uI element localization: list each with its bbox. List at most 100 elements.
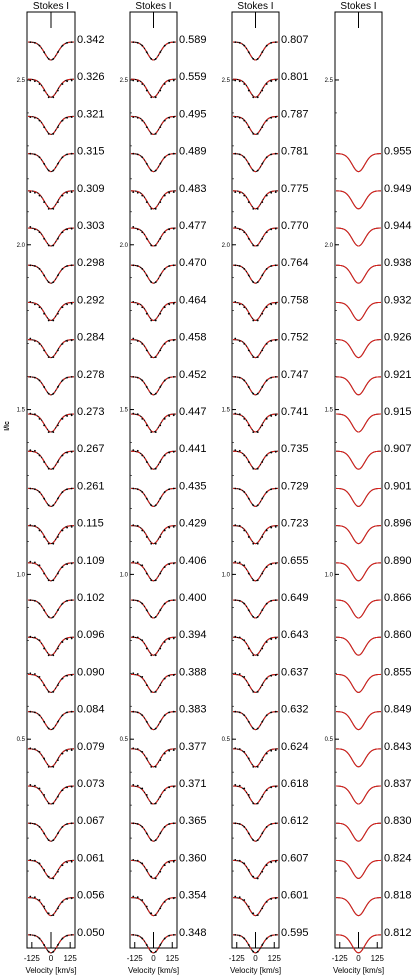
observed-point — [47, 542, 50, 545]
observed-point — [150, 356, 153, 358]
phase-label: 0.949 — [384, 183, 412, 195]
profile-row: 0.729 — [232, 480, 309, 507]
model-profile — [335, 785, 382, 805]
phase-label: 0.770 — [281, 220, 309, 232]
profile-row: 0.096 — [27, 629, 105, 657]
observed-point — [261, 201, 264, 204]
observed-point — [29, 116, 32, 118]
observed-profile — [335, 264, 382, 284]
observed-point — [52, 281, 55, 283]
observed-profile — [130, 264, 177, 284]
observed-profile — [335, 673, 382, 693]
observed-point — [274, 414, 277, 417]
observed-profile — [130, 41, 177, 61]
observed-point — [136, 80, 139, 83]
observed-point — [252, 57, 255, 60]
observed-point — [261, 759, 264, 762]
observed-point — [234, 895, 237, 898]
observed-point — [61, 937, 64, 940]
observed-point — [247, 869, 250, 871]
observed-point — [38, 417, 41, 420]
observed-profile — [232, 153, 279, 173]
observed-point — [261, 907, 264, 910]
observed-point — [168, 823, 171, 825]
observed-point — [172, 637, 175, 640]
observed-point — [265, 379, 268, 382]
observed-point — [52, 57, 55, 60]
observed-point — [252, 132, 255, 135]
model-profile — [130, 339, 177, 359]
observed-point — [52, 542, 55, 545]
observed-point — [238, 711, 241, 714]
observed-point — [145, 944, 148, 946]
model-profile — [232, 748, 279, 768]
observed-point — [243, 937, 246, 940]
observed-point — [261, 51, 264, 54]
observed-point — [234, 301, 237, 303]
observed-point — [66, 228, 68, 231]
observed-point — [243, 454, 246, 457]
observed-point — [66, 563, 68, 566]
observed-point — [238, 748, 241, 750]
phase-label: 0.944 — [384, 220, 412, 232]
phase-label: 0.441 — [179, 443, 207, 455]
observed-point — [154, 96, 157, 99]
observed-point — [150, 579, 153, 582]
observed-point — [243, 564, 246, 567]
observed-point — [247, 647, 250, 650]
observed-point — [159, 832, 162, 835]
observed-point — [141, 306, 144, 309]
observed-point — [136, 303, 139, 306]
observed-point — [172, 710, 175, 713]
profile-row: 0.915 — [335, 406, 412, 433]
model-profile — [232, 599, 279, 619]
observed-point — [38, 156, 41, 159]
y-tick-label: 2.5 — [120, 78, 129, 84]
observed-point — [34, 488, 36, 491]
phase-label: 0.435 — [179, 480, 207, 492]
model-profile — [27, 711, 75, 731]
observed-point — [252, 690, 255, 693]
observed-point — [247, 832, 250, 835]
observed-point — [66, 711, 68, 714]
observed-point — [34, 934, 36, 937]
observed-point — [43, 274, 45, 277]
observed-point — [234, 487, 237, 490]
observed-point — [265, 714, 268, 717]
profile-row: 0.944 — [335, 220, 412, 247]
observed-point — [136, 376, 139, 379]
profile-row: 0.394 — [130, 629, 207, 657]
profile-row: 0.489 — [130, 146, 207, 173]
observed-point — [154, 654, 157, 657]
phase-label: 0.921 — [384, 369, 412, 381]
observed-point — [274, 637, 277, 640]
observed-point — [238, 80, 241, 83]
observed-point — [247, 201, 250, 204]
observed-point — [141, 529, 144, 532]
y-tick-label: 1.5 — [120, 408, 129, 414]
observed-point — [29, 79, 32, 82]
observed-point — [29, 672, 32, 675]
observed-point — [265, 641, 268, 643]
observed-point — [256, 96, 259, 99]
observed-point — [70, 302, 73, 305]
phase-label: 0.849 — [384, 704, 412, 716]
observed-point — [234, 747, 237, 750]
model-profile — [130, 78, 177, 98]
panel-title: Stokes I — [135, 1, 171, 12]
observed-profile — [130, 115, 177, 135]
observed-profile — [335, 897, 382, 917]
observed-point — [34, 859, 36, 862]
observed-point — [274, 451, 277, 453]
model-profile — [335, 822, 382, 842]
profile-row: 0.470 — [130, 257, 207, 284]
model-profile — [232, 636, 279, 656]
observed-point — [238, 153, 241, 156]
observed-point — [47, 839, 50, 841]
observed-point — [256, 281, 259, 283]
model-profile — [335, 450, 382, 470]
observed-point — [43, 794, 45, 796]
observed-point — [145, 312, 148, 315]
observed-point — [274, 860, 277, 863]
observed-point — [70, 152, 73, 155]
